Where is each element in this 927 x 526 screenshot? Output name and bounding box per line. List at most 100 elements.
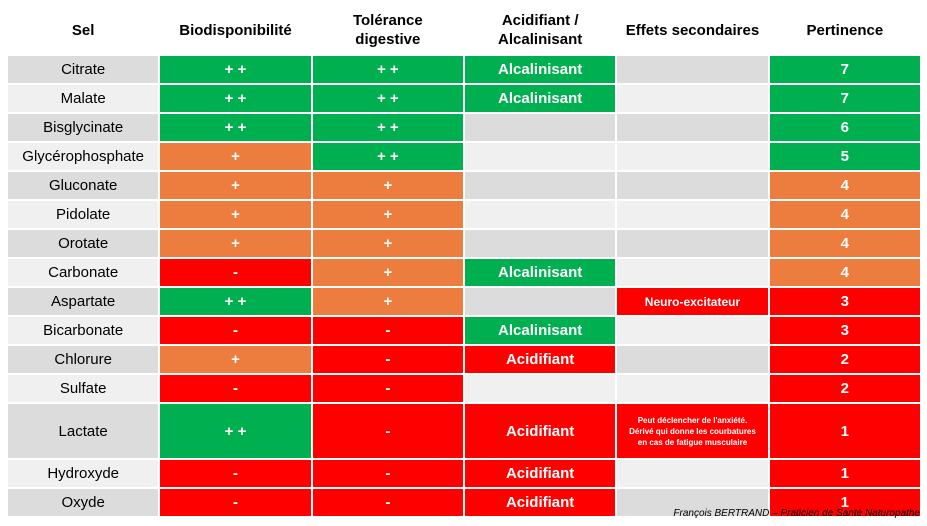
cell-tol: - (312, 460, 463, 487)
header-biodisponibilite: Biodisponibilité (160, 6, 311, 54)
cell-acid (464, 172, 616, 199)
cell-effets (617, 201, 768, 228)
cell-pert: 1 (769, 489, 920, 516)
cell-pert: 3 (769, 288, 920, 315)
cell-effets: Peut déclencher de l'anxiété. Dérivé qui… (617, 404, 768, 458)
header-sel: Sel (8, 6, 159, 54)
cell-sel: Pidolate (8, 201, 159, 228)
cell-acid: Alcalinisant (464, 85, 616, 112)
cell-bio: + + (160, 288, 311, 315)
table-row: Bisglycinate + + + + 6 (8, 114, 920, 141)
cell-pert: 7 (769, 85, 920, 112)
cell-acid (464, 230, 616, 257)
cell-acid: Acidifiant (464, 404, 616, 458)
cell-effets (617, 114, 768, 141)
cell-acid: Alcalinisant (464, 259, 616, 286)
table-row: Chlorure + - Acidifiant 2 (8, 346, 920, 373)
cell-tol: + (312, 259, 463, 286)
cell-sel: Glycérophosphate (8, 143, 159, 170)
cell-bio: - (160, 460, 311, 487)
cell-effets (617, 259, 768, 286)
cell-acid: Acidifiant (464, 346, 616, 373)
table-row: Aspartate + + + Neuro-excitateur 3 (8, 288, 920, 315)
cell-bio: + (160, 201, 311, 228)
cell-pert: 4 (769, 259, 920, 286)
cell-effets (617, 172, 768, 199)
cell-effets (617, 230, 768, 257)
cell-tol: + (312, 288, 463, 315)
table-row: Bicarbonate - - Alcalinisant 3 (8, 317, 920, 344)
table-row: Hydroxyde - - Acidifiant 1 (8, 460, 920, 487)
header-tolerance: Tolérance digestive (312, 6, 463, 54)
cell-pert: 4 (769, 201, 920, 228)
salts-comparison-table: Sel Biodisponibilité Tolérance digestive … (6, 4, 922, 518)
cell-sel: Oxyde (8, 489, 159, 516)
cell-bio: + + (160, 114, 311, 141)
cell-pert: 3 (769, 317, 920, 344)
cell-tol: - (312, 346, 463, 373)
cell-effets (617, 460, 768, 487)
cell-tol: - (312, 489, 463, 516)
cell-effets (617, 317, 768, 344)
cell-bio: + + (160, 404, 311, 458)
cell-pert: 6 (769, 114, 920, 141)
cell-acid (464, 288, 616, 315)
table-row: Lactate + + - Acidifiant Peut déclencher… (8, 404, 920, 458)
cell-sel: Lactate (8, 404, 159, 458)
cell-effets (617, 85, 768, 112)
cell-tol: + (312, 172, 463, 199)
table-row: Malate + + + + Alcalinisant 7 (8, 85, 920, 112)
cell-acid (464, 375, 616, 402)
cell-sel: Hydroxyde (8, 460, 159, 487)
cell-acid: Alcalinisant (464, 56, 616, 83)
effets-line-2: Dérivé qui donne les courbatures (629, 426, 756, 436)
cell-pert: 4 (769, 172, 920, 199)
effets-line-1: Peut déclencher de l'anxiété. (637, 415, 748, 425)
cell-pert: 5 (769, 143, 920, 170)
cell-bio: - (160, 489, 311, 516)
cell-pert: 4 (769, 230, 920, 257)
cell-bio: - (160, 259, 311, 286)
cell-bio: + + (160, 56, 311, 83)
table-row: Glycérophosphate + + + 5 (8, 143, 920, 170)
cell-sel: Sulfate (8, 375, 159, 402)
header-acidifiant: Acidifiant / Alcalinisant (464, 6, 616, 54)
cell-acid (464, 201, 616, 228)
cell-sel: Malate (8, 85, 159, 112)
cell-bio: + (160, 143, 311, 170)
cell-tol: - (312, 404, 463, 458)
cell-tol: + + (312, 114, 463, 141)
cell-bio: + (160, 230, 311, 257)
effets-line-3: en cas de fatigue musculaire (637, 437, 748, 447)
cell-effets (617, 489, 768, 516)
cell-bio: - (160, 375, 311, 402)
cell-effets (617, 346, 768, 373)
table-row: Sulfate - - 2 (8, 375, 920, 402)
header-effets: Effets secondaires (617, 6, 768, 54)
cell-acid (464, 143, 616, 170)
cell-sel: Gluconate (8, 172, 159, 199)
cell-sel: Chlorure (8, 346, 159, 373)
header-pertinence: Pertinence (769, 6, 920, 54)
cell-acid: Alcalinisant (464, 317, 616, 344)
cell-sel: Bisglycinate (8, 114, 159, 141)
table-row: Pidolate + + 4 (8, 201, 920, 228)
cell-pert: 1 (769, 404, 920, 458)
cell-bio: + (160, 346, 311, 373)
cell-effets: Neuro-excitateur (617, 288, 768, 315)
table-row: Gluconate + + 4 (8, 172, 920, 199)
cell-pert: 7 (769, 56, 920, 83)
table-row: Carbonate - + Alcalinisant 4 (8, 259, 920, 286)
cell-sel: Citrate (8, 56, 159, 83)
cell-pert: 2 (769, 346, 920, 373)
cell-sel: Bicarbonate (8, 317, 159, 344)
cell-pert: 1 (769, 460, 920, 487)
cell-acid: Acidifiant (464, 460, 616, 487)
cell-tol: + (312, 230, 463, 257)
cell-pert: 2 (769, 375, 920, 402)
cell-bio: - (160, 317, 311, 344)
cell-tol: + (312, 201, 463, 228)
table-row: Citrate + + + + Alcalinisant 7 (8, 56, 920, 83)
table-row: Orotate + + 4 (8, 230, 920, 257)
